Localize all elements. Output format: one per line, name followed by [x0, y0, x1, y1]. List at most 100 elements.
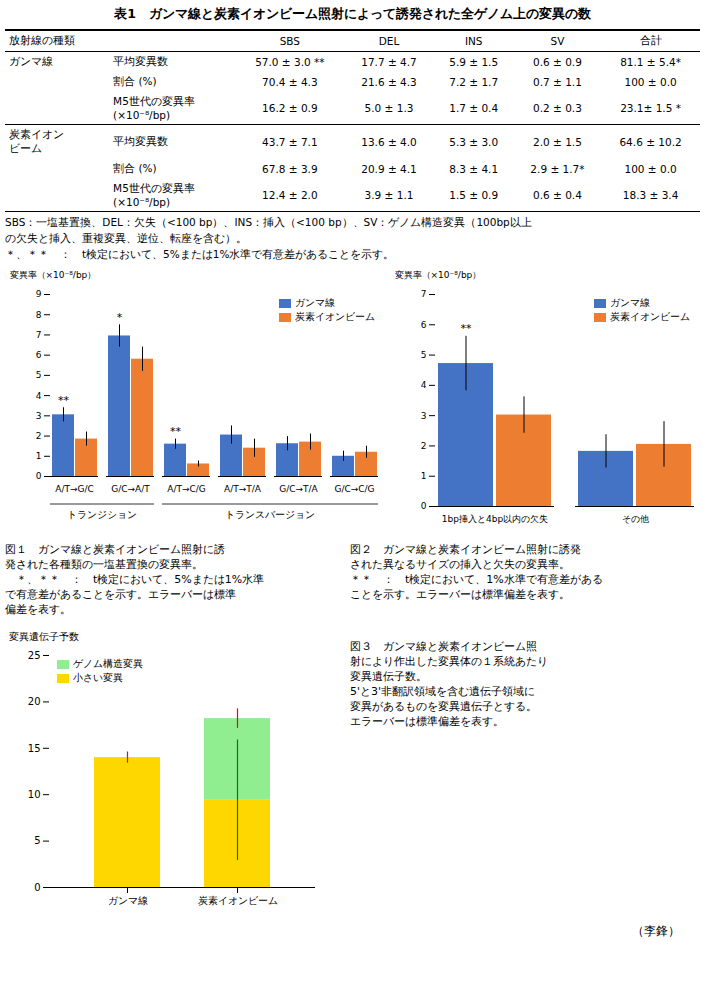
svg-text:2: 2 — [36, 431, 42, 441]
svg-text:G/C→A/T: G/C→A/T — [111, 484, 150, 494]
html-text:2.0 ± 1.5: 2.0 ± 1.5 — [533, 136, 582, 148]
svg-text:6: 6 — [36, 350, 42, 360]
svg-text:15: 15 — [28, 743, 41, 754]
svg-text:5: 5 — [34, 835, 40, 846]
html-text:7.2 ± 1.7: 7.2 ± 1.7 — [449, 76, 499, 88]
html-text:21.6 ± 4.3: 21.6 ± 4.3 — [361, 76, 417, 88]
svg-text:4: 4 — [421, 380, 427, 390]
svg-text:*: * — [117, 311, 123, 324]
html-text:1.7 ± 0.4: 1.7 ± 0.4 — [449, 102, 499, 114]
svg-text:6: 6 — [421, 320, 427, 330]
html-text:DEL: DEL — [378, 35, 400, 47]
html-text:100 ± 0.0: 100 ± 0.0 — [624, 76, 677, 88]
svg-text:G/C→C/G: G/C→C/G — [334, 484, 374, 494]
html-text:の欠失と挿入、重複変異、逆位、転座を含む）。: の欠失と挿入、重複変異、逆位、転座を含む）。 — [5, 232, 247, 244]
html-text:5.3 ± 3.0: 5.3 ± 3.0 — [449, 136, 499, 148]
svg-text:A/T→C/G: A/T→C/G — [167, 484, 206, 494]
svg-text:1: 1 — [36, 451, 42, 461]
html-text:17.7 ± 4.7: 17.7 ± 4.7 — [361, 56, 417, 68]
svg-text:変異率（×10⁻⁸/bp）: 変異率（×10⁻⁸/bp） — [395, 270, 482, 280]
svg-text:炭素イオンビーム: 炭素イオンビーム — [198, 895, 278, 906]
svg-text:20: 20 — [28, 696, 41, 707]
html-text:3.9 ± 1.1: 3.9 ± 1.1 — [364, 189, 414, 201]
html-text:12.4 ± 2.0: 12.4 ± 2.0 — [262, 189, 318, 201]
html-text:図２ ガンマ線と炭素イオンビーム照射に誘発 された異なるサイ: 図２ ガンマ線と炭素イオンビーム照射に誘発 された異なるサイズの挿入と欠失の変異… — [350, 543, 603, 601]
svg-text:10: 10 — [28, 789, 41, 800]
html-text:16.2 ± 0.9: 16.2 ± 0.9 — [262, 102, 318, 114]
svg-text:1bp挿入と4bp以内の欠失: 1bp挿入と4bp以内の欠失 — [442, 514, 548, 524]
svg-text:0: 0 — [421, 501, 427, 511]
svg-text:変異遺伝子予数: 変異遺伝子予数 — [9, 631, 79, 642]
html-text:＊、＊＊ ： t検定において、5%または1%水準で有意差があ: ＊、＊＊ ： t検定において、5%または1%水準で有意差があることを示す。 — [5, 248, 395, 260]
html-text:M5世代の変異率 (×10⁻⁸/bp): M5世代の変異率 (×10⁻⁸/bp) — [113, 95, 195, 121]
svg-text:8: 8 — [36, 310, 42, 320]
svg-text:7: 7 — [421, 289, 427, 299]
html-text:67.8 ± 3.9: 67.8 ± 3.9 — [262, 163, 318, 175]
svg-text:3: 3 — [36, 411, 42, 421]
svg-text:3: 3 — [421, 411, 427, 421]
svg-text:**: ** — [58, 394, 70, 407]
html-text:1.5 ± 0.9: 1.5 ± 0.9 — [449, 189, 499, 201]
html-text:ガンマ線: ガンマ線 — [610, 297, 650, 308]
html-text:炭素イオン ビーム: 炭素イオン ビーム — [9, 128, 64, 154]
html-text:ガンマ線: ガンマ線 — [295, 297, 335, 308]
html-text:図３ ガンマ線と炭素イオンビーム照 射により作出した変異体の: 図３ ガンマ線と炭素イオンビーム照 射により作出した変異体の１系統あたり 変異遺… — [350, 640, 548, 728]
html-text:43.7 ± 7.1: 43.7 ± 7.1 — [262, 136, 318, 148]
svg-text:その他: その他 — [622, 514, 649, 524]
svg-text:0: 0 — [36, 471, 42, 481]
svg-text:**: ** — [170, 425, 182, 438]
html-text:炭素イオンビーム: 炭素イオンビーム — [610, 311, 690, 322]
html-text:5.0 ± 1.3: 5.0 ± 1.3 — [364, 102, 414, 114]
svg-text:0: 0 — [34, 882, 40, 893]
html-text:平均変異数: 平均変異数 — [113, 135, 169, 147]
html-text:0.6 ± 0.9: 0.6 ± 0.9 — [533, 56, 582, 68]
svg-text:トランスバージョン: トランスバージョン — [225, 509, 315, 520]
svg-text:9: 9 — [36, 289, 42, 299]
html-text:表1 ガンマ線と炭素イオンビーム照射によって誘発された全ゲノ: 表1 ガンマ線と炭素イオンビーム照射によって誘発された全ゲノム上の変異の数 — [114, 6, 591, 21]
html-text:20.9 ± 4.1: 20.9 ± 4.1 — [361, 163, 417, 175]
svg-text:ガンマ線: ガンマ線 — [108, 895, 148, 906]
svg-text:2: 2 — [421, 441, 427, 451]
html-text:割合 (%): 割合 (%) — [113, 75, 157, 87]
html-text:M5世代の変異率 (×10⁻⁸/bp): M5世代の変異率 (×10⁻⁸/bp) — [113, 182, 195, 208]
html-text:23.1± 1.5 *: 23.1± 1.5 * — [620, 102, 681, 114]
html-text:図１ ガンマ線と炭素イオンビーム照射に誘 発された各種類の一: 図１ ガンマ線と炭素イオンビーム照射に誘 発された各種類の一塩基置換の変異率。 … — [5, 543, 265, 616]
svg-text:4: 4 — [36, 390, 42, 400]
html-text:炭素イオンビーム: 炭素イオンビーム — [295, 311, 375, 322]
svg-text:1: 1 — [421, 471, 427, 481]
html-text:放射線の種類: 放射線の種類 — [9, 34, 75, 46]
html-text:0.7 ± 1.1: 0.7 ± 1.1 — [533, 76, 582, 88]
html-text:SBS: SBS — [279, 35, 300, 47]
svg-text:変異率（×10⁻⁸/bp）: 変異率（×10⁻⁸/bp） — [10, 270, 97, 280]
html-text:平均変異数: 平均変異数 — [113, 55, 169, 67]
html-text:70.4 ± 4.3: 70.4 ± 4.3 — [262, 76, 318, 88]
html-text:64.6 ± 10.2: 64.6 ± 10.2 — [619, 136, 682, 148]
html-text:81.1 ± 5.4*: 81.1 ± 5.4* — [620, 56, 681, 68]
html-text:ガンマ線: ガンマ線 — [9, 55, 53, 67]
html-text:18.3 ± 3.4: 18.3 ± 3.4 — [622, 189, 679, 201]
html-text:SV: SV — [550, 35, 565, 47]
svg-text:5: 5 — [36, 370, 42, 380]
html-text:ゲノム構造変異: ゲノム構造変異 — [73, 658, 143, 669]
svg-text:トランジション: トランジション — [67, 509, 137, 520]
html-text:0.2 ± 0.3: 0.2 ± 0.3 — [533, 102, 582, 114]
svg-text:**: ** — [461, 322, 473, 335]
svg-text:25: 25 — [28, 650, 41, 661]
html-text:13.6 ± 4.0: 13.6 ± 4.0 — [361, 136, 417, 148]
html-text:0.6 ± 0.4: 0.6 ± 0.4 — [533, 189, 582, 201]
html-text:SBS：一塩基置換、DEL：欠失（<100 bp）、INS：: SBS：一塩基置換、DEL：欠失（<100 bp）、INS：挿入（<100 bp… — [5, 216, 532, 228]
svg-text:A/T→G/C: A/T→G/C — [55, 484, 94, 494]
svg-text:5: 5 — [421, 350, 427, 360]
html-text:INS: INS — [464, 35, 483, 47]
html-text:合計: 合計 — [639, 34, 662, 46]
svg-text:G/C→T/A: G/C→T/A — [279, 484, 318, 494]
html-text:（李鋒）: （李鋒） — [632, 924, 680, 938]
svg-text:7: 7 — [36, 330, 42, 340]
html-text:57.0 ± 3.0 **: 57.0 ± 3.0 ** — [255, 56, 325, 68]
html-text:100 ± 0.0: 100 ± 0.0 — [624, 163, 677, 175]
html-text:割合 (%): 割合 (%) — [113, 162, 157, 174]
html-text:5.9 ± 1.5: 5.9 ± 1.5 — [449, 56, 499, 68]
html-text:8.3 ± 4.1: 8.3 ± 4.1 — [449, 163, 499, 175]
svg-text:A/T→T/A: A/T→T/A — [224, 484, 262, 494]
html-text:2.9 ± 1.7*: 2.9 ± 1.7* — [530, 163, 585, 175]
